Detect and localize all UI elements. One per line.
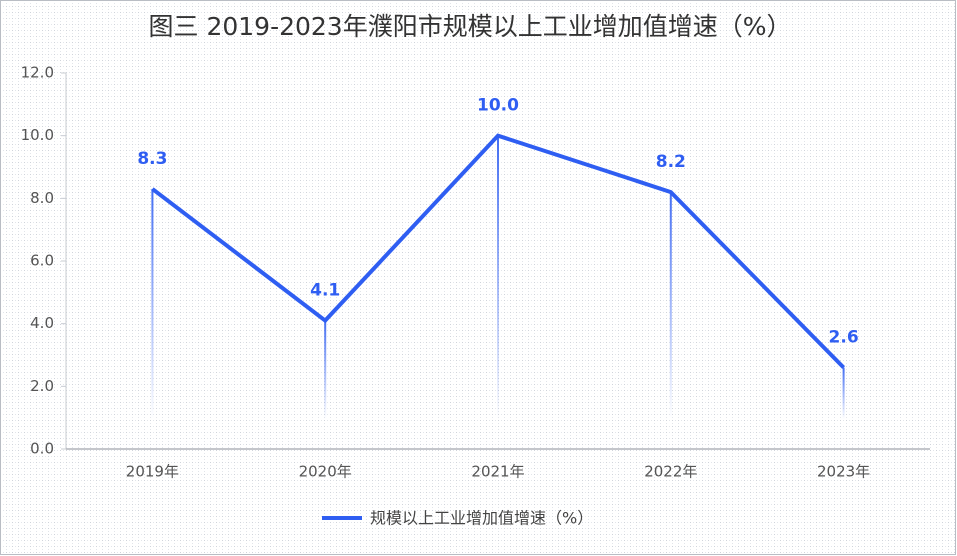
y-tick-label: 8.0 — [30, 189, 54, 207]
line — [151, 133, 846, 369]
y-tick-label: 10.0 — [21, 126, 54, 144]
drop-line — [497, 135, 499, 419]
drop-line — [669, 192, 672, 419]
y-tick-label: 4.0 — [30, 314, 54, 332]
drop-line — [151, 188, 154, 419]
x-tick-label: 2022年 — [644, 463, 697, 481]
y-tick-label: 2.0 — [30, 377, 54, 395]
chart-title: 图三 2019-2023年濮阳市规模以上工业增加值增速（%） — [149, 12, 792, 41]
y-tick-label: 0.0 — [30, 440, 54, 458]
x-tick-label: 2021年 — [471, 463, 524, 481]
y-tick-label: 6.0 — [30, 252, 54, 270]
y-tick-label: 12.0 — [21, 64, 54, 82]
x-tick-label: 2023年 — [817, 463, 870, 481]
data-label: 8.3 — [137, 149, 167, 169]
data-label: 8.2 — [656, 152, 686, 172]
x-tick-label: 2019年 — [126, 463, 179, 481]
data-label: 4.1 — [310, 281, 340, 301]
data-label: 10.0 — [477, 96, 519, 116]
data-label: 2.6 — [829, 328, 859, 348]
x-tick-label: 2020年 — [299, 463, 352, 481]
drop-line — [324, 320, 327, 419]
drop-line — [842, 367, 845, 419]
legend-label: 规模以上工业增加值增速（%） — [370, 509, 593, 528]
